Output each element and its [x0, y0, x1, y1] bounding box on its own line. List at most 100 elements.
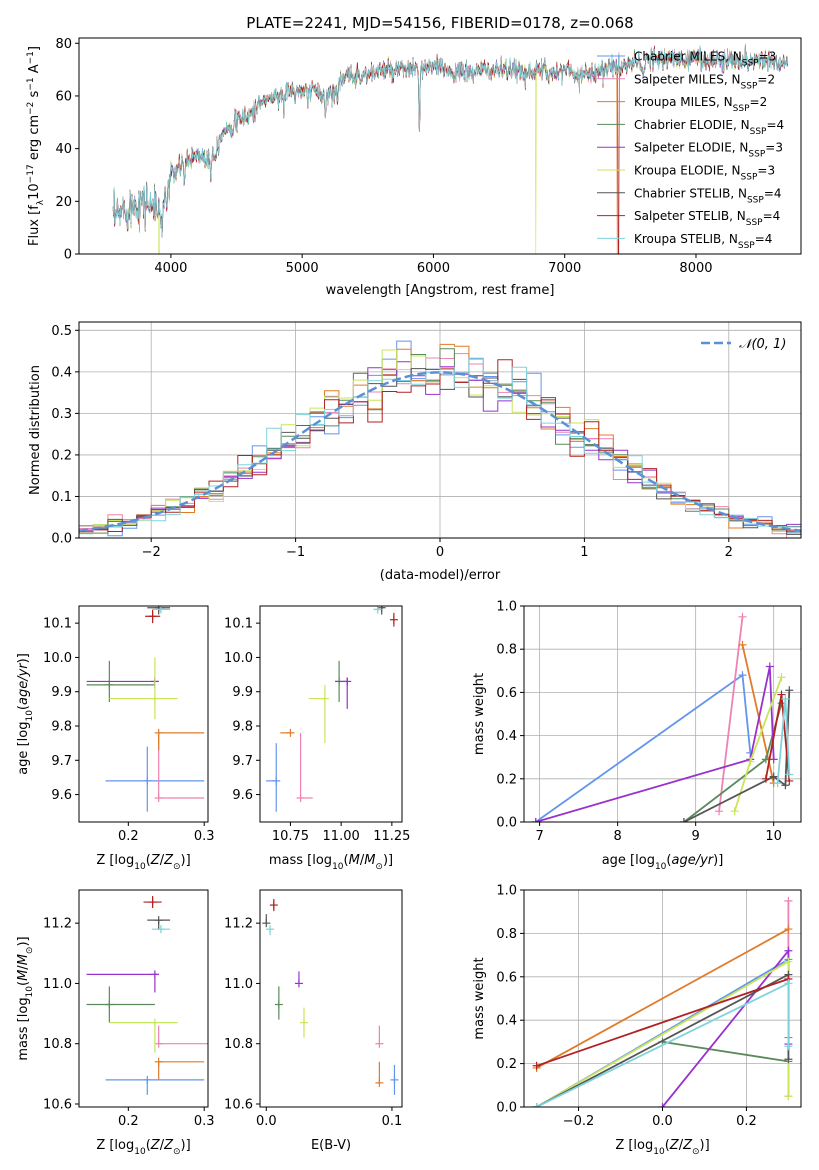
data-point: [299, 1007, 308, 1038]
legend-label: Salpeter ELODIE, NSSP=3: [634, 141, 783, 160]
data-point: [373, 606, 382, 614]
y-tick-label: 20: [55, 195, 72, 210]
y-axis-label: Flux [fλ10−17 erg cm−2 s−1 A−1]: [26, 46, 46, 246]
chart-title: PLATE=2241, MJD=54156, FIBERID=0178, z=0…: [246, 14, 633, 32]
legend-label: Salpeter STELIB, NSSP=4: [634, 209, 780, 228]
data-point: [105, 746, 205, 812]
series-marker: [531, 818, 540, 822]
lines: [531, 612, 794, 822]
age-vs-mass-panel: 10.75 11.00 11.25 9.6 9.7 9.8 9.9 10.0 10.1 mass …: [224, 605, 410, 872]
series-line: [535, 666, 775, 822]
x-tick-label: −2: [142, 545, 161, 560]
y-tick-label: 40: [55, 142, 72, 157]
y-tick-label: 60: [55, 89, 72, 104]
series-marker: [761, 774, 770, 783]
data-point: [389, 612, 398, 627]
y-tick-label: 0.5: [51, 324, 72, 339]
y-axis-label: Normed distribution: [28, 365, 43, 495]
legend-label: Kroupa STELIB, NSSP=4: [634, 232, 772, 251]
x-tick-label: 1: [580, 545, 588, 560]
legend-label: 𝒩(0, 1): [739, 337, 786, 352]
legend-label: Chabrier ELODIE, NSSP=4: [634, 118, 784, 137]
series-marker: [761, 755, 770, 764]
series-marker: [785, 770, 794, 779]
weight-vs-Z-panel: −0.2 0.0 0.2 0.0 0.2 0.4 0.6 0.8 1.0 Z [log10(Z/Z…: [472, 884, 802, 1157]
points: [266, 606, 398, 812]
series-marker: [746, 757, 755, 766]
legend-label: Kroupa MILES, NSSP=2: [634, 95, 767, 114]
y-tick-label: 9.8: [51, 720, 72, 735]
series-line: [661, 948, 790, 1107]
series-marker: [658, 1103, 667, 1107]
series-line: [662, 1041, 789, 1063]
lines: [532, 896, 793, 1107]
data-point: [154, 728, 205, 750]
y-tick-label: 0.8: [496, 927, 517, 942]
series-marker: [738, 671, 747, 680]
normal-curve: [78, 371, 802, 532]
age-vs-Z-panel: 0.2 0.3 9.6 9.7 9.8 9.9 10.0 10.1 Z [log10(Z/Z⊙)…: [16, 605, 215, 872]
x-tick-label: 7000: [548, 261, 581, 276]
series-marker: [784, 1092, 793, 1101]
y-tick-label: 80: [55, 37, 72, 52]
series-marker: [784, 979, 793, 988]
legend-label: Salpeter MILES, NSSP=2: [634, 72, 775, 91]
data-point: [109, 657, 178, 720]
axes-frame: [78, 605, 209, 823]
y-tick-label: 10.0: [224, 651, 253, 666]
x-tick-label: 0.3: [194, 1114, 215, 1129]
x-axis-label: Z [log10(Z/Z⊙)]: [96, 1138, 190, 1157]
y-tick-label: 0.4: [496, 729, 517, 744]
x-axis-label: mass [log10(M/M⊙)]: [269, 853, 393, 872]
spectrum-line-kroupa-stelib: [112, 45, 788, 237]
data-point: [269, 899, 278, 912]
y-tick-label: 9.9: [51, 685, 72, 700]
data-point: [390, 1064, 399, 1095]
y-tick-label: 0.3: [51, 407, 72, 422]
y-tick-label: 0.6: [496, 686, 517, 701]
y-axis-label: age [log10(age/yr)]: [16, 653, 35, 775]
x-tick-label: −0.2: [563, 1114, 595, 1129]
y-tick-label: 0.2: [51, 448, 72, 463]
y-tick-label: 0.8: [496, 643, 517, 658]
y-tick-label: 0.4: [496, 1014, 517, 1029]
series-marker: [777, 673, 786, 682]
y-tick-label: 0.4: [51, 365, 72, 380]
series-marker: [784, 957, 793, 966]
axes-frame: [259, 605, 403, 823]
x-tick-label: 9: [692, 829, 700, 844]
y-tick-label: 10.6: [43, 1097, 72, 1112]
series-marker: [532, 1061, 541, 1070]
y-tick-label: 11.0: [224, 977, 253, 992]
points: [262, 899, 399, 1095]
series-marker: [785, 686, 794, 695]
y-tick-label: 0: [64, 248, 72, 263]
y-tick-label: 0.0: [496, 816, 517, 831]
spectrum-panel: 4000 5000 6000 7000 8000 0 20 40 60 80 PLATE=2241,…: [26, 14, 802, 298]
y-tick-label: 1.0: [496, 600, 517, 615]
y-axis-label: mass [log10(M/M⊙)]: [16, 936, 35, 1060]
data-point: [154, 736, 205, 802]
legend-label: Chabrier MILES, NSSP=3: [634, 50, 776, 69]
series-marker: [765, 662, 774, 671]
data-point: [274, 986, 283, 1020]
y-tick-label: 9.7: [232, 754, 253, 769]
y-tick-label: 0.1: [51, 490, 72, 505]
data-point: [86, 970, 159, 993]
x-tick-label: 4000: [154, 261, 187, 276]
y-tick-label: 9.7: [51, 754, 72, 769]
x-tick-label: 8: [613, 829, 621, 844]
axes-frame: [78, 37, 802, 255]
y-tick-label: 11.2: [224, 917, 253, 932]
x-axis-label: E(B-V): [311, 1138, 351, 1153]
series-marker: [738, 612, 747, 621]
axes-frame: [523, 605, 802, 823]
weight-vs-age-panel: 7 8 9 10 0.0 0.2 0.4 0.6 0.8 1.0 age [log10(age/yr…: [472, 600, 802, 872]
data-point: [296, 732, 313, 802]
series-marker: [777, 690, 786, 699]
data-point: [335, 677, 352, 709]
y-tick-label: 10.8: [43, 1037, 72, 1052]
series-marker: [784, 925, 793, 934]
residuals-panel: −2 −1 0 1 2 0.0 0.1 0.2 0.3 0.4 0.5 (data-model)/er…: [28, 321, 802, 583]
series-line: [683, 702, 783, 822]
